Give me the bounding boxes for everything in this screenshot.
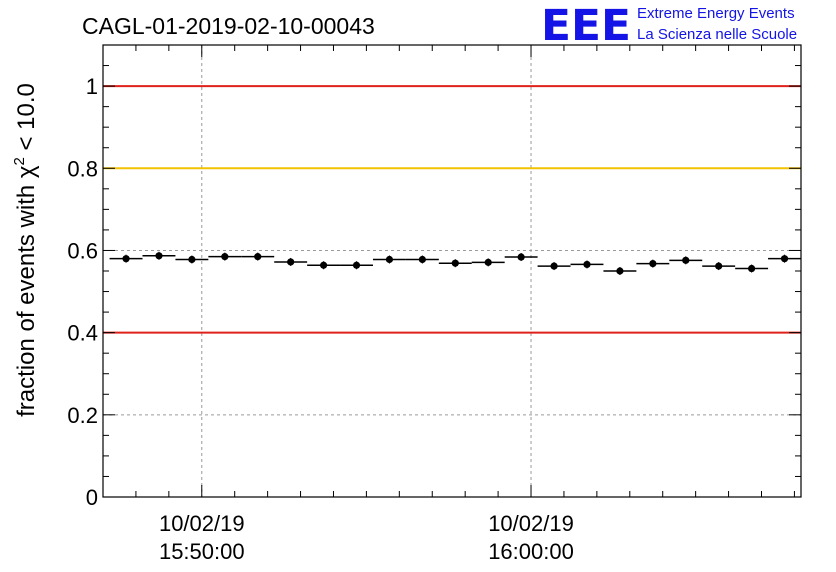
x-tick-label-time: 16:00:00: [488, 539, 574, 564]
data-point: [155, 252, 163, 260]
y-tick-label: 0.8: [67, 156, 98, 181]
y-tick-label: 0.6: [67, 238, 98, 263]
data-point: [682, 256, 690, 264]
data-point: [715, 262, 723, 270]
data-point: [649, 260, 657, 268]
x-tick-label-date: 10/02/19: [488, 511, 574, 536]
data-series: [109, 251, 801, 275]
y-tick-label: 1: [86, 74, 98, 99]
data-point: [451, 259, 459, 267]
data-point: [122, 255, 130, 263]
eee-logo: EEE Extreme Energy Events La Scienza nel…: [541, 1, 797, 51]
y-axis-label: fraction of events with χ2 < 10.0: [11, 83, 40, 417]
x-tick-label-date: 10/02/19: [159, 511, 245, 536]
y-axis-label-superscript: 2: [11, 157, 28, 165]
data-point: [385, 255, 394, 264]
data-point: [221, 253, 229, 261]
logo-line-1: Extreme Energy Events: [637, 5, 795, 22]
data-point: [287, 258, 295, 266]
axes: 0 0.2 0.4 0.6 0.8 1 10/02/19 15:50:00 10/02/19 16…: [67, 44, 802, 564]
logo-line-2: La Scienza nelle Scuole: [637, 26, 797, 43]
data-point: [583, 260, 591, 269]
data-point: [616, 267, 624, 275]
y-tick-label: 0.4: [67, 321, 98, 346]
data-point: [484, 258, 492, 266]
logo-mark: EEE: [541, 1, 631, 51]
data-point: [188, 255, 196, 264]
y-axis-label-tail: < 10.0: [13, 83, 40, 157]
x-tick-label-time: 15:50:00: [159, 539, 245, 564]
reference-lines: [103, 85, 801, 334]
data-point: [517, 253, 525, 261]
data-point: [780, 255, 789, 263]
y-tick-label: 0: [86, 485, 98, 510]
chart-title: CAGL-01-2019-02-10-00043: [82, 13, 375, 39]
data-point: [352, 261, 361, 269]
y-axis-label-main: fraction of events with χ: [13, 165, 40, 417]
data-point: [418, 255, 426, 264]
data-point: [319, 261, 328, 269]
y-tick-label: 0.2: [67, 403, 98, 428]
data-point: [748, 264, 756, 273]
data-point: [550, 262, 558, 270]
data-point: [254, 253, 262, 261]
